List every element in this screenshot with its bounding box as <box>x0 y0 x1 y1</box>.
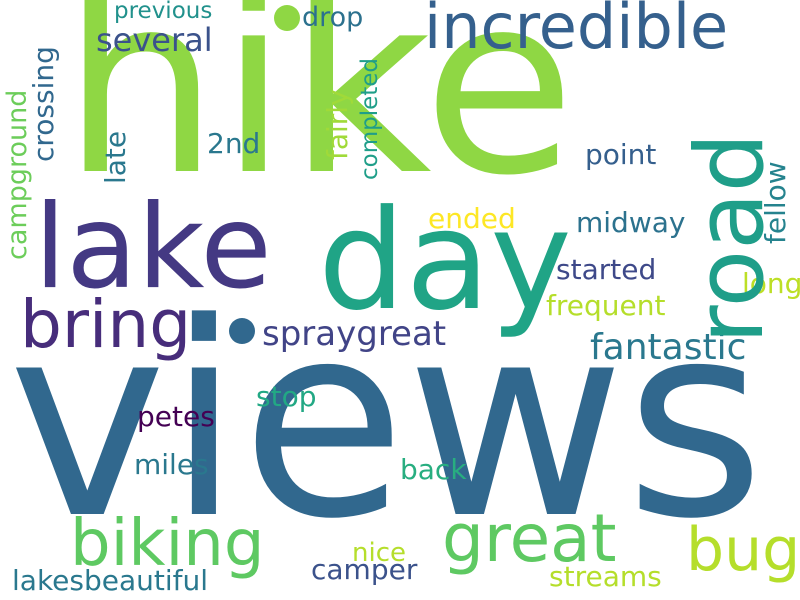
word-late: late <box>99 130 132 184</box>
word-several: several <box>96 21 213 59</box>
word-ended: ended <box>428 202 516 235</box>
word-stop: stop <box>256 380 317 413</box>
word-bug: bug <box>686 515 800 585</box>
word-completed: completed <box>357 57 383 180</box>
word-bring: bring <box>20 286 192 363</box>
word-nice: nice <box>352 538 406 568</box>
word-lake: lake <box>34 180 272 315</box>
word-2nd: 2nd <box>207 127 261 160</box>
word-hike: hike <box>62 0 576 230</box>
word-spraygreat: spraygreat <box>262 314 447 354</box>
word-incredible: incredible <box>424 0 729 63</box>
word-day: day <box>318 180 572 341</box>
word-fairly: fairly <box>321 89 354 160</box>
word-previous: previous <box>114 0 213 24</box>
word-lakesbeautiful: lakesbeautiful <box>12 564 209 597</box>
word-fantastic: fantastic <box>590 327 747 368</box>
word-fellow: fellow <box>759 161 792 244</box>
word-great: great <box>442 500 617 577</box>
word-streams: streams <box>549 560 662 593</box>
word-biking: biking <box>70 507 265 581</box>
word-drop: drop <box>302 2 364 33</box>
word-miles: miles <box>134 448 209 481</box>
word-frequent: frequent <box>546 289 666 322</box>
word-petes: petes <box>137 400 215 433</box>
word-point: point <box>585 138 657 171</box>
word-campground: campground <box>2 89 33 260</box>
word-camper: camper <box>311 553 418 586</box>
word-crossing: crossing <box>27 46 60 162</box>
word-views: views <box>8 266 765 578</box>
word-long: long <box>742 267 800 300</box>
word-midway: midway <box>576 206 686 239</box>
word-started: started <box>556 253 657 286</box>
word-back: back <box>400 453 467 486</box>
